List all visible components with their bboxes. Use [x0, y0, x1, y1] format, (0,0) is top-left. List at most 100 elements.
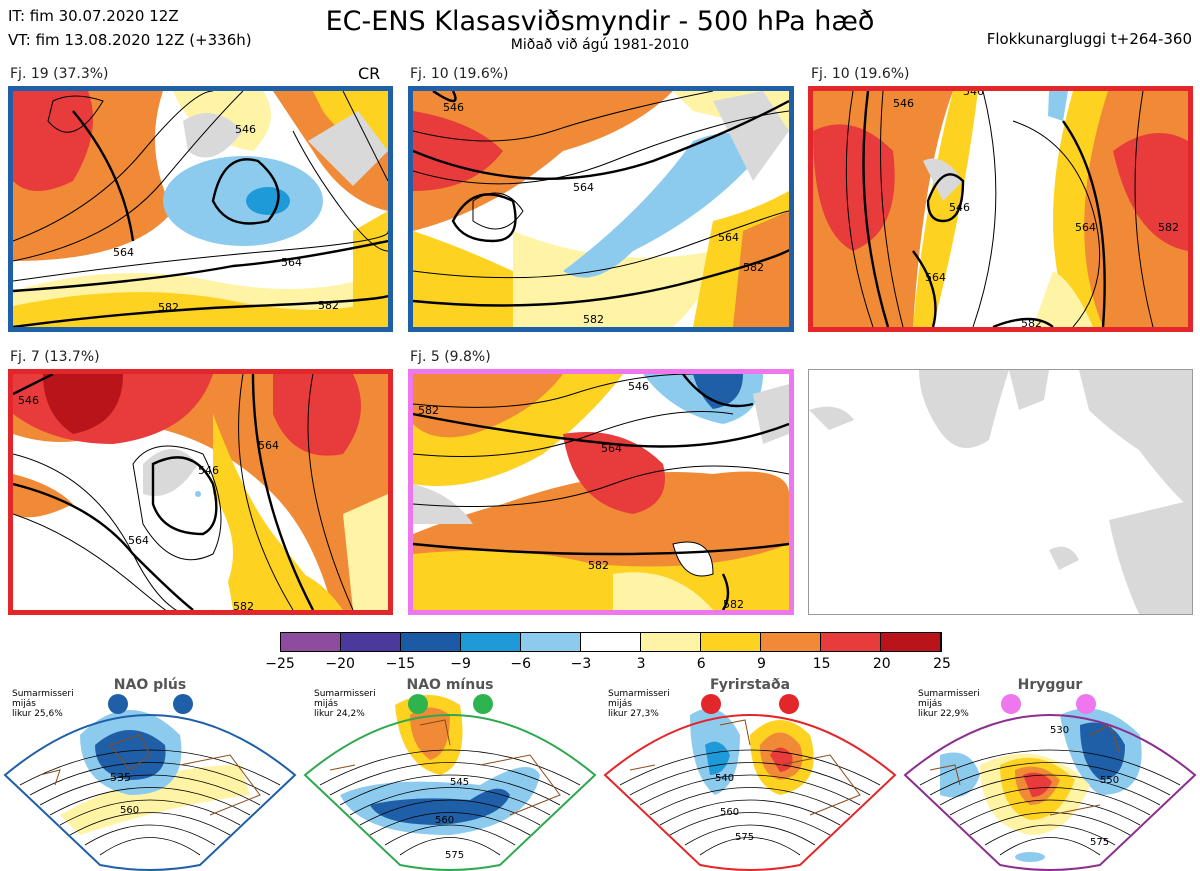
- contour-label: 540: [715, 773, 734, 784]
- contour-label: 582: [233, 600, 254, 610]
- cluster-1-cr-tag: CR: [358, 64, 381, 83]
- colorbar-tick-label: 3: [636, 656, 646, 672]
- page-title: EC-ENS Klasasviðsmyndir - 500 hPa hæð: [325, 6, 875, 37]
- contour-label: 575: [735, 832, 754, 843]
- colorbar-tick-label: −25: [265, 656, 295, 672]
- contour-label: 535: [110, 771, 131, 784]
- regime-ridge-note: Sumarmisseri mijás likur 22,9%: [918, 689, 980, 719]
- contour-label: 560: [120, 805, 139, 816]
- regime-marker-dot: [779, 694, 799, 714]
- colorbar-swatch: [341, 633, 401, 651]
- colorbar-tick-label: −20: [325, 656, 355, 672]
- cluster-1-label: Fj. 19 (37.3%): [10, 66, 109, 82]
- page-subtitle: Miðað við ágú 1981-2010: [510, 37, 690, 53]
- colorbar-swatch: [821, 633, 881, 651]
- cluster-map-1[interactable]: 546 564 564 582 582: [8, 86, 393, 332]
- contour-label: 582: [723, 598, 744, 610]
- contour-label: 582: [1158, 221, 1179, 234]
- colorbar-tick-label: −6: [510, 656, 532, 672]
- colorbar: [280, 632, 942, 652]
- header-times: IT: fim 30.07.2020 12Z VT: fim 13.08.202…: [8, 4, 252, 52]
- cluster-5-label: Fj. 5 (9.8%): [410, 349, 491, 365]
- colorbar-swatch: [281, 633, 341, 651]
- cluster-map-2[interactable]: 546 564 564 582 582: [408, 86, 794, 332]
- regime-marker-dot: [408, 694, 428, 714]
- colorbar-tick-label: 9: [756, 656, 766, 672]
- contour-label: 564: [573, 181, 594, 194]
- colorbar-tick-label: 6: [696, 656, 706, 672]
- contour-label: 560: [435, 815, 454, 826]
- regime-marker-dot: [1076, 694, 1096, 714]
- contour-label: 546: [893, 97, 914, 110]
- contour-label: 564: [1075, 221, 1096, 234]
- contour-label: 546: [628, 380, 649, 393]
- colorbar-tick-label: −9: [450, 656, 471, 672]
- colorbar-tick-label: −15: [385, 656, 416, 672]
- regime-marker-dot: [108, 694, 128, 714]
- regime-blocking-note: Sumarmisseri mijás likur 27,3%: [608, 689, 670, 719]
- colorbar-swatch: [461, 633, 521, 651]
- colorbar-swatch: [581, 633, 641, 651]
- contour-label: 582: [418, 404, 439, 417]
- cluster-map-3[interactable]: 546 564 564 582 582 546 546: [808, 86, 1193, 332]
- regime-blocking-title: Fyrirstaða: [709, 677, 791, 693]
- colorbar-tick-label: 25: [933, 656, 951, 672]
- regime-nao-minus-title: NAO mínus: [406, 677, 494, 693]
- contour-label: 550: [1100, 775, 1119, 786]
- contour-label: 546: [949, 201, 970, 214]
- colorbar-tick-label: 20: [872, 656, 891, 672]
- contour-label: 582: [583, 313, 604, 326]
- contour-label: 582: [1021, 317, 1042, 327]
- cluster-4-label: Fj. 7 (13.7%): [10, 349, 100, 365]
- contour-label: 564: [113, 246, 134, 259]
- contour-label: 582: [588, 559, 609, 572]
- classification-window: Flokkunargluggi t+264-360: [986, 30, 1192, 48]
- regime-nao-plus-note: Sumarmisseri mijás likur 25,6%: [12, 689, 74, 719]
- cluster-3-label: Fj. 10 (19.6%): [811, 66, 910, 82]
- land-mask-map: [808, 369, 1193, 615]
- regime-ridge[interactable]: 530 550 575: [900, 675, 1200, 871]
- colorbar-swatch: [761, 633, 821, 651]
- regime-marker-dot: [701, 694, 721, 714]
- contour-label: 575: [445, 850, 464, 861]
- regime-ridge-title: Hryggur: [1017, 677, 1083, 693]
- contour-label: 564: [128, 534, 149, 547]
- cluster-map-4[interactable]: 546 564 564 546 582: [8, 369, 393, 615]
- contour-label: 546: [18, 394, 39, 407]
- regime-blocking[interactable]: 540 560 575: [600, 675, 900, 871]
- contour-label: 564: [258, 439, 279, 452]
- regime-nao-plus[interactable]: 535 560: [0, 675, 300, 871]
- colorbar-tick-label: 15: [812, 656, 831, 672]
- colorbar-swatch: [521, 633, 581, 651]
- colorbar-swatch: [401, 633, 461, 651]
- contour-label: 575: [1090, 837, 1109, 848]
- contour-label: 564: [281, 256, 302, 269]
- contour-label: 546: [963, 91, 984, 98]
- contour-label: 582: [743, 261, 764, 274]
- regime-nao-minus[interactable]: 545 560 575: [300, 675, 600, 871]
- colorbar-tick-label: −3: [570, 656, 592, 672]
- colorbar-swatch: [701, 633, 761, 651]
- contour-label: 546: [198, 464, 219, 477]
- contour-label: 546: [443, 101, 464, 114]
- regime-marker-dot: [173, 694, 193, 714]
- contour-label: 560: [720, 807, 739, 818]
- cluster-2-label: Fj. 10 (19.6%): [410, 66, 509, 82]
- valid-time: VT: fim 13.08.2020 12Z (+336h): [8, 31, 252, 49]
- contour-label: 545: [450, 777, 469, 788]
- colorbar-swatch: [641, 633, 701, 651]
- cluster-map-5[interactable]: 546 582 564 582 582: [408, 369, 794, 615]
- contour-label: 530: [1050, 725, 1069, 736]
- init-time: IT: fim 30.07.2020 12Z: [8, 7, 179, 25]
- contour-label: 582: [158, 301, 179, 314]
- regime-nao-plus-title: NAO plús: [113, 677, 187, 693]
- contour-label: 564: [718, 231, 739, 244]
- regime-marker-dot: [1001, 694, 1021, 714]
- regime-nao-minus-note: Sumarmisseri mijás likur 24,2%: [314, 689, 376, 719]
- colorbar-swatch: [881, 633, 941, 651]
- regime-marker-dot: [473, 694, 493, 714]
- contour-label: 582: [318, 299, 339, 312]
- contour-label: 564: [925, 271, 946, 284]
- contour-label: 564: [601, 442, 622, 455]
- contour-label: 546: [235, 123, 256, 136]
